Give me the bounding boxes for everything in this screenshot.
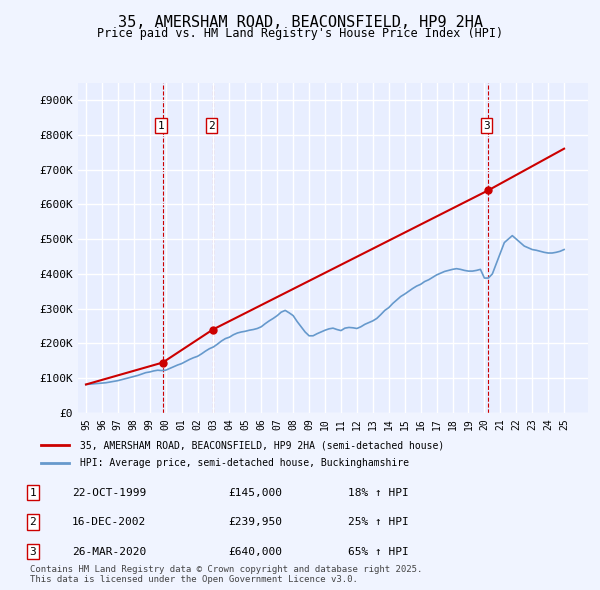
Text: 2: 2 [208, 120, 215, 130]
Text: 3: 3 [29, 547, 37, 556]
Text: Contains HM Land Registry data © Crown copyright and database right 2025.
This d: Contains HM Land Registry data © Crown c… [30, 565, 422, 584]
Text: £239,950: £239,950 [228, 517, 282, 527]
Text: 2: 2 [29, 517, 37, 527]
Text: 16-DEC-2002: 16-DEC-2002 [72, 517, 146, 527]
Text: 26-MAR-2020: 26-MAR-2020 [72, 547, 146, 556]
Text: 25% ↑ HPI: 25% ↑ HPI [348, 517, 409, 527]
Text: 1: 1 [29, 488, 37, 497]
Text: 18% ↑ HPI: 18% ↑ HPI [348, 488, 409, 497]
Text: 3: 3 [483, 120, 490, 130]
Text: 65% ↑ HPI: 65% ↑ HPI [348, 547, 409, 556]
Text: 1: 1 [158, 120, 164, 130]
Text: 35, AMERSHAM ROAD, BEACONSFIELD, HP9 2HA (semi-detached house): 35, AMERSHAM ROAD, BEACONSFIELD, HP9 2HA… [80, 440, 444, 450]
Text: 22-OCT-1999: 22-OCT-1999 [72, 488, 146, 497]
Text: £640,000: £640,000 [228, 547, 282, 556]
Text: 35, AMERSHAM ROAD, BEACONSFIELD, HP9 2HA: 35, AMERSHAM ROAD, BEACONSFIELD, HP9 2HA [118, 15, 482, 30]
Text: Price paid vs. HM Land Registry's House Price Index (HPI): Price paid vs. HM Land Registry's House … [97, 27, 503, 40]
Text: £145,000: £145,000 [228, 488, 282, 497]
Text: HPI: Average price, semi-detached house, Buckinghamshire: HPI: Average price, semi-detached house,… [80, 458, 409, 468]
